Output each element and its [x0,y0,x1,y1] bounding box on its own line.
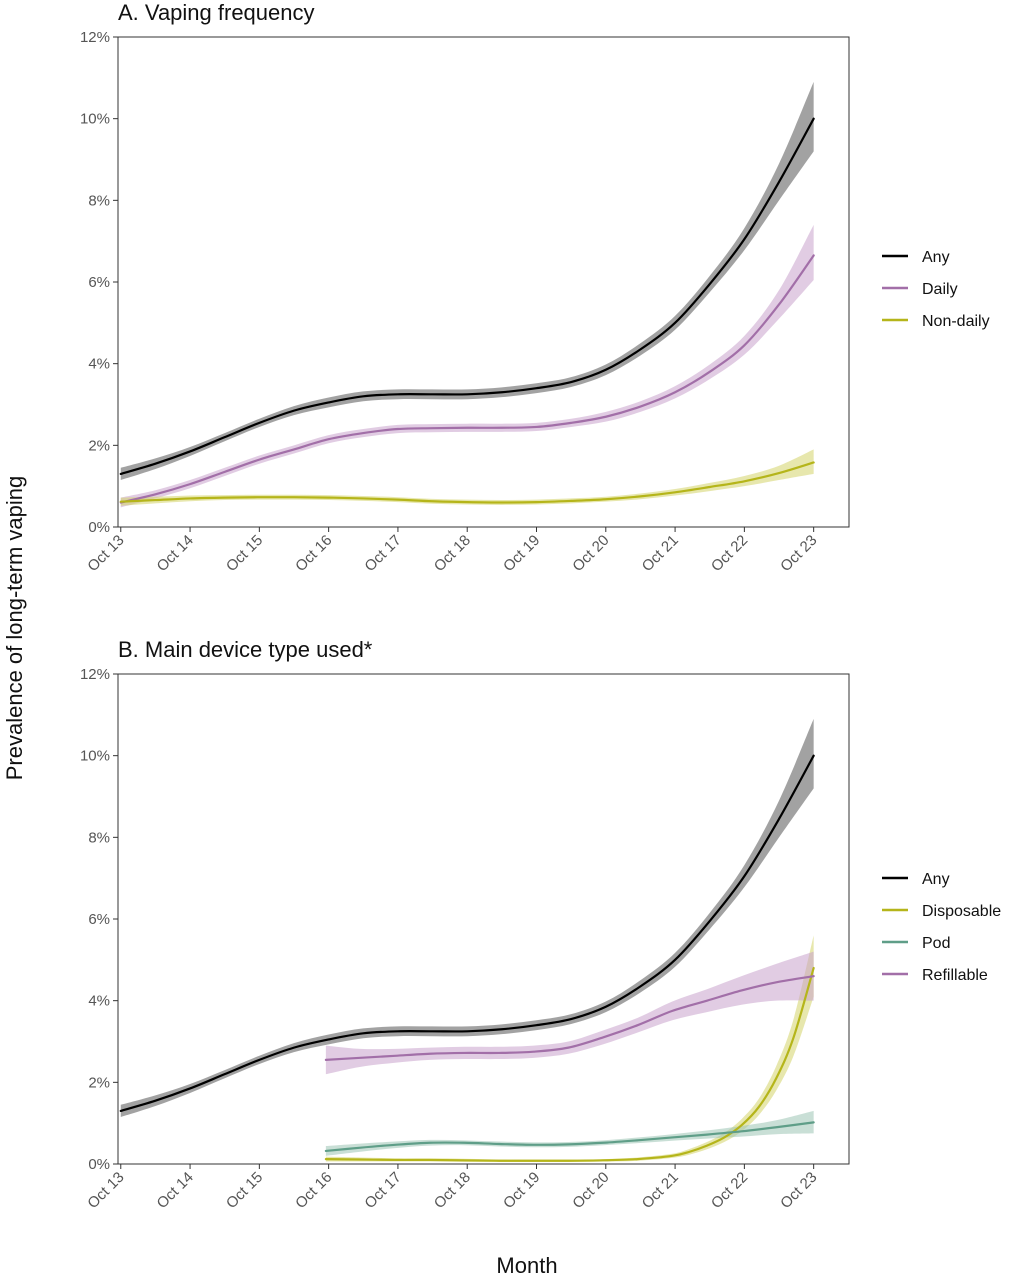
band-pod [325,1110,814,1156]
y-tick-label: 6% [88,911,110,928]
line-daily [119,254,815,504]
series-lines [119,117,815,504]
y-tick-label: 6% [88,274,110,291]
panel-a-vaping-frequency: A. Vaping frequency 0% 2% 4% 6% 8% 10% 12% Oct … [80,0,990,575]
y-tick-label: 2% [88,1074,110,1091]
y-axis-title: Prevalence of long-term vaping [2,476,27,781]
y-tick-label: 8% [88,829,110,846]
confidence-bands [120,81,814,508]
x-tick-label: Oct 14 [154,532,197,575]
y-tick-label: 10% [80,111,110,128]
y-tick-label: 0% [88,1156,110,1173]
x-tick-label: Oct 15 [223,532,266,575]
y-tick-label: 4% [88,356,110,373]
band-non-daily [120,449,814,506]
line-refillable [324,975,815,1061]
line-any [119,754,815,1113]
band-refillable [325,951,814,1075]
x-tick-label: Oct 18 [431,1169,474,1212]
y-tick-label: 10% [80,748,110,765]
panel-b-main-device-type: B. Main device type used* 0% 2% 4% 6% 8% 10% 1… [80,637,1001,1212]
plot-frame [117,36,850,528]
x-tick-label: Oct 13 [84,1169,127,1212]
x-tick-label: Oct 23 [777,1169,820,1212]
x-tick-label: Oct 14 [154,1169,197,1212]
x-tick-label: Oct 17 [361,1169,404,1212]
series-lines [119,754,815,1162]
x-tick-label: Oct 17 [361,532,404,575]
panel-a-title: A. Vaping frequency [118,0,315,25]
x-tick-label: Oct 22 [708,1169,751,1212]
x-axis-title: Month [496,1253,557,1278]
y-tick-label: 8% [88,192,110,209]
panel-b-title: B. Main device type used* [118,637,373,662]
x-tick-label: Oct 20 [569,532,612,575]
x-tick-label: Oct 18 [431,532,474,575]
y-tick-label: 4% [88,993,110,1010]
x-tick-label: Oct 23 [777,532,820,575]
panel-b-legend: Any Disposable Pod Refillable [882,871,1001,984]
line-pod [324,1121,815,1153]
confidence-bands [120,718,814,1162]
x-tick-label: Oct 20 [569,1169,612,1212]
line-disposable [324,966,815,1162]
y-tick-label: 2% [88,437,110,454]
x-tick-label: Oct 19 [500,532,543,575]
x-tick-label: Oct 21 [639,532,682,575]
line-non-daily [119,461,815,504]
legend-label-non-daily: Non-daily [922,313,990,330]
band-any [120,81,814,481]
legend-label-refillable: Refillable [922,967,988,984]
panel-a-legend: Any Daily Non-daily [882,249,990,330]
y-tick-label: 12% [80,666,110,683]
x-tick-label: Oct 22 [708,532,751,575]
x-tick-label: Oct 21 [639,1169,682,1212]
plot-frame [117,673,850,1165]
legend-label-any: Any [922,249,950,266]
y-tick-label: 0% [88,519,110,536]
line-any [119,117,815,476]
x-tick-label: Oct 15 [223,1169,266,1212]
y-tick-label: 12% [80,29,110,46]
x-tick-label: Oct 16 [292,532,335,575]
x-tick-label: Oct 16 [292,1169,335,1212]
band-daily [120,224,814,508]
legend-label-daily: Daily [922,281,958,298]
legend-label-disposable: Disposable [922,903,1001,920]
legend-label-any: Any [922,871,950,888]
x-tick-label: Oct 13 [84,532,127,575]
legend-label-pod: Pod [922,935,950,952]
x-tick-label: Oct 19 [500,1169,543,1212]
